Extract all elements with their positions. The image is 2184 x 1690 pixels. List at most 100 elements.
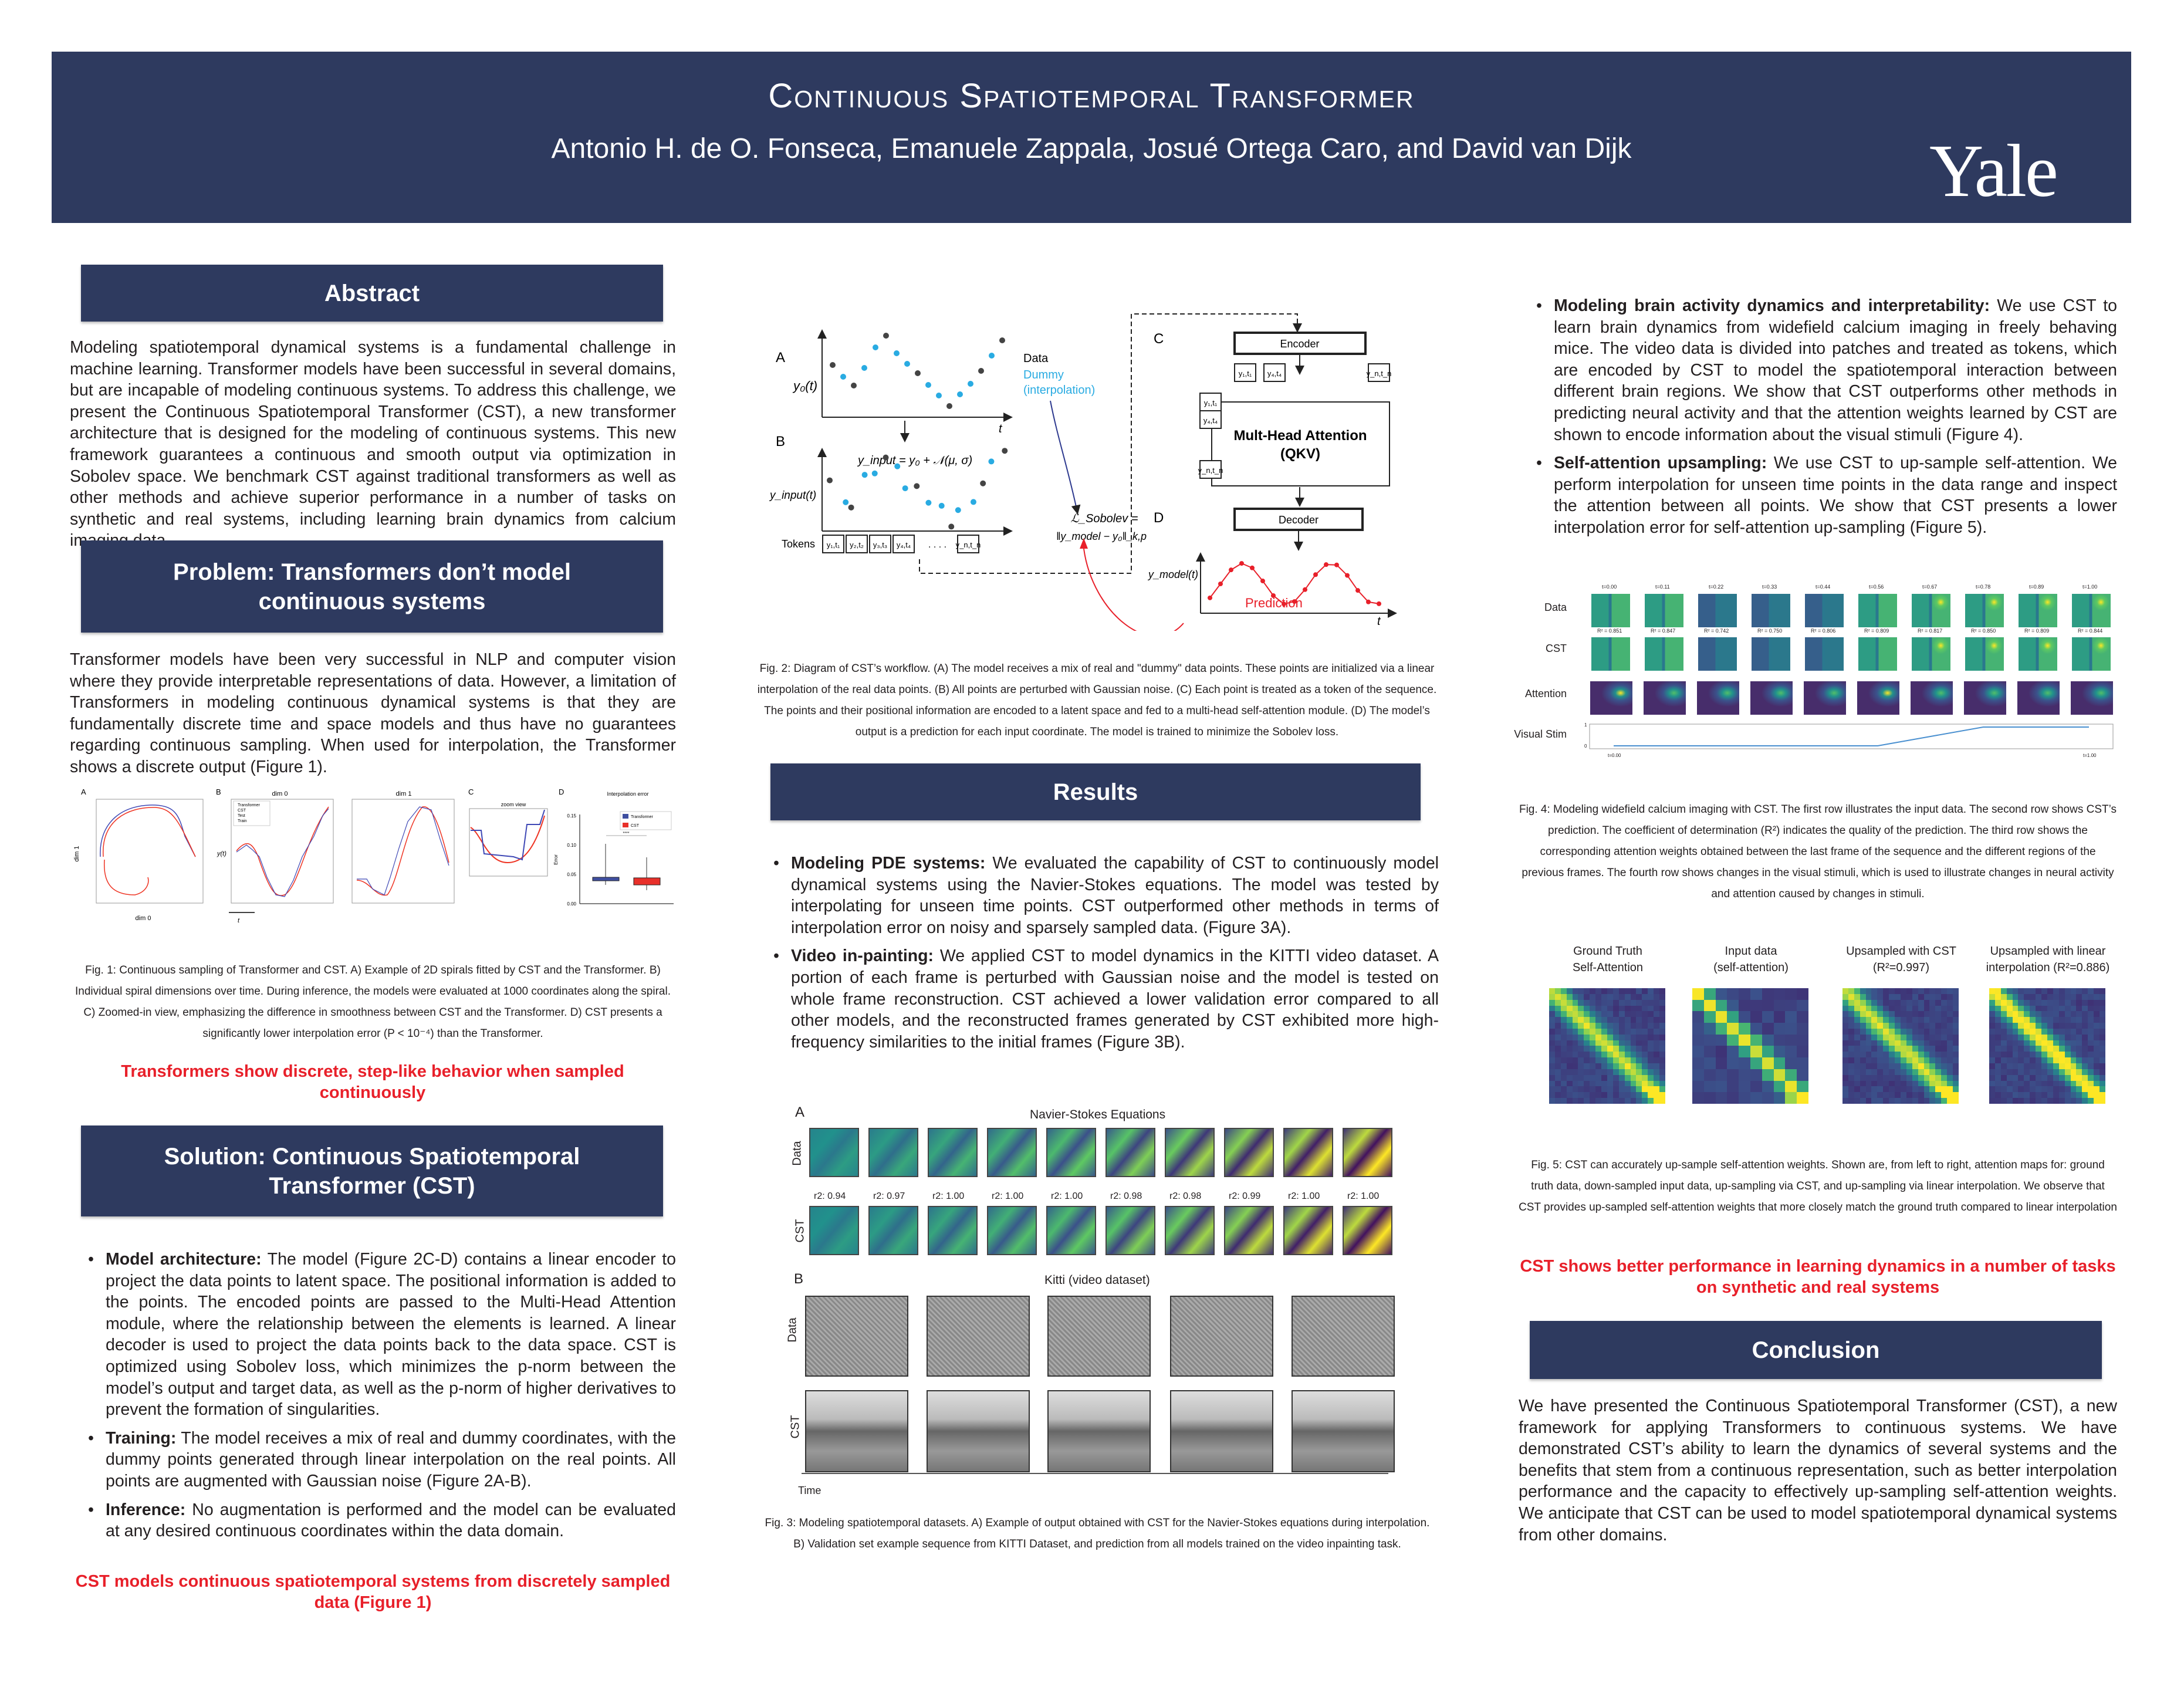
heatmap-cell xyxy=(2094,1052,2100,1058)
data-point xyxy=(848,504,854,511)
heatmap-cell xyxy=(1566,993,1573,1000)
dummy-point xyxy=(861,472,868,478)
heatmap-cell xyxy=(1947,1011,1953,1018)
heatmap-cell xyxy=(2000,1086,2007,1093)
heatmap-cell xyxy=(1929,1080,1936,1087)
heatmap-cell xyxy=(2058,1011,2065,1018)
heatmap-cell xyxy=(2018,1057,2024,1063)
heatmap-cell xyxy=(1883,1069,1889,1075)
heatmap-cell xyxy=(1715,1023,1727,1035)
bullet-text: We evaluated the capability of CST to co… xyxy=(791,854,1439,937)
dummy-point xyxy=(873,344,878,350)
heatmap-cell xyxy=(1572,1023,1578,1029)
heatmap-cell xyxy=(2100,1023,2105,1029)
fig2-ymodel-label: y_model(t) xyxy=(1147,569,1198,580)
fig4-time-label: t=0.33 xyxy=(1762,584,1777,590)
heatmap-cell xyxy=(1941,1046,1948,1052)
heatmap-cell xyxy=(1860,1017,1866,1023)
heatmap-cell xyxy=(1560,1017,1567,1023)
heatmap-cell xyxy=(2088,999,2094,1006)
heatmap-cell xyxy=(2000,993,2007,1000)
heatmap-cell xyxy=(1549,1028,1555,1035)
token-box: y₃,t₃ xyxy=(869,535,891,553)
heatmap-cell xyxy=(1865,1092,1872,1098)
heatmap-cell xyxy=(2064,999,2071,1006)
heatmap-cell xyxy=(2036,1028,2042,1035)
heatmap-cell xyxy=(1889,1023,1895,1029)
heatmap-cell xyxy=(1630,1057,1637,1063)
heatmap-cell xyxy=(1854,1017,1860,1023)
heatmap-cell xyxy=(1877,1074,1884,1081)
heatmap-cell xyxy=(1895,1057,1901,1063)
heatmap-cell xyxy=(1566,1034,1573,1040)
dummy-point xyxy=(925,382,931,388)
heatmap-cell xyxy=(1762,1011,1774,1023)
heatmap-cell xyxy=(1572,1098,1578,1104)
heatmap-cell xyxy=(2053,1028,2059,1035)
heatmap-cell xyxy=(1590,1005,1596,1012)
results-bullets-right: Modeling brain activity dynamics and int… xyxy=(1536,295,2117,546)
heatmap-cell xyxy=(1906,1034,1912,1040)
heatmap-cell xyxy=(1912,1011,1918,1018)
heatmap-cell xyxy=(1923,1017,1930,1023)
heatmap-cell xyxy=(1584,1063,1590,1069)
heatmap-cell xyxy=(1842,993,1848,1000)
heatmap-cell xyxy=(1848,988,1854,994)
heatmap-cell xyxy=(1923,1040,1930,1046)
heatmap-cell xyxy=(2012,1034,2019,1040)
heatmap-cell xyxy=(1601,1080,1607,1087)
prediction-label: Prediction xyxy=(1245,596,1303,610)
fig5-title: interpolation (R²=0.886) xyxy=(1986,961,2110,974)
heatmap-cell xyxy=(1935,1034,1942,1040)
heatmap-cell xyxy=(1560,1046,1567,1052)
axis-t: t xyxy=(1377,615,1381,628)
heatmap-cell xyxy=(1590,1098,1596,1104)
heatmap-cell xyxy=(1642,1052,1648,1058)
heatmap-cell xyxy=(1630,1040,1637,1046)
heatmap-cell xyxy=(1935,1011,1942,1018)
heatmap-cell xyxy=(1941,1040,1948,1046)
heatmap-cell xyxy=(1659,1074,1665,1081)
heatmap-cell xyxy=(2024,1069,2030,1075)
heatmap-cell xyxy=(2024,1057,2030,1063)
heatmap-cell xyxy=(2018,1063,2024,1069)
heatmap-cell xyxy=(2030,1092,2036,1098)
heatmap-cell xyxy=(1871,999,1878,1006)
heatmap-cell xyxy=(2024,1098,2030,1104)
heatmap-cell xyxy=(1994,1005,2001,1012)
fig3-b-row-cst-label: CST xyxy=(789,1415,802,1439)
heatmap-cell xyxy=(2041,1046,2047,1052)
heatmap-cell xyxy=(2000,1040,2007,1046)
heatmap-cell xyxy=(1648,1023,1654,1029)
heatmap-cell xyxy=(2012,1046,2019,1052)
heatmap-cell xyxy=(1595,1063,1602,1069)
heatmap-cell xyxy=(1941,1063,1948,1069)
heatmap-cell xyxy=(1624,993,1631,1000)
heatmap-cell xyxy=(2047,1011,2053,1018)
heatmap-cell xyxy=(2041,1074,2047,1081)
heatmap-cell xyxy=(1935,1057,1942,1063)
heatmap-cell xyxy=(1860,1069,1866,1075)
heatmap-cell xyxy=(1994,1057,2001,1063)
heatmap-cell xyxy=(1929,1092,1936,1098)
heatmap-cell xyxy=(1584,1023,1590,1029)
heatmap-cell xyxy=(2018,1069,2024,1075)
heatmap-cell xyxy=(2088,1046,2094,1052)
heatmap-cell xyxy=(1554,1063,1561,1069)
bullet-training: Training: The model receives a mix of re… xyxy=(88,1428,676,1492)
heatmap-cell xyxy=(1595,1046,1602,1052)
fig4-data-frame xyxy=(1752,594,1790,627)
heatmap-cell xyxy=(1762,1080,1774,1093)
heatmap-cell xyxy=(1584,1017,1590,1023)
heatmap-cell xyxy=(1842,1017,1848,1023)
heatmap-cell xyxy=(1883,1052,1889,1058)
heatmap-cell xyxy=(1929,988,1936,994)
heatmap-cell xyxy=(1889,1086,1895,1093)
dummy-point xyxy=(936,393,942,398)
heatmap-cell xyxy=(1578,1074,1584,1081)
heatmap-cell xyxy=(1584,1069,1590,1075)
fig2-b-points xyxy=(827,448,1008,530)
heatmap-cell xyxy=(1584,1098,1590,1104)
heatmap-cell xyxy=(1953,1074,1959,1081)
heatmap-cell xyxy=(2000,1063,2007,1069)
